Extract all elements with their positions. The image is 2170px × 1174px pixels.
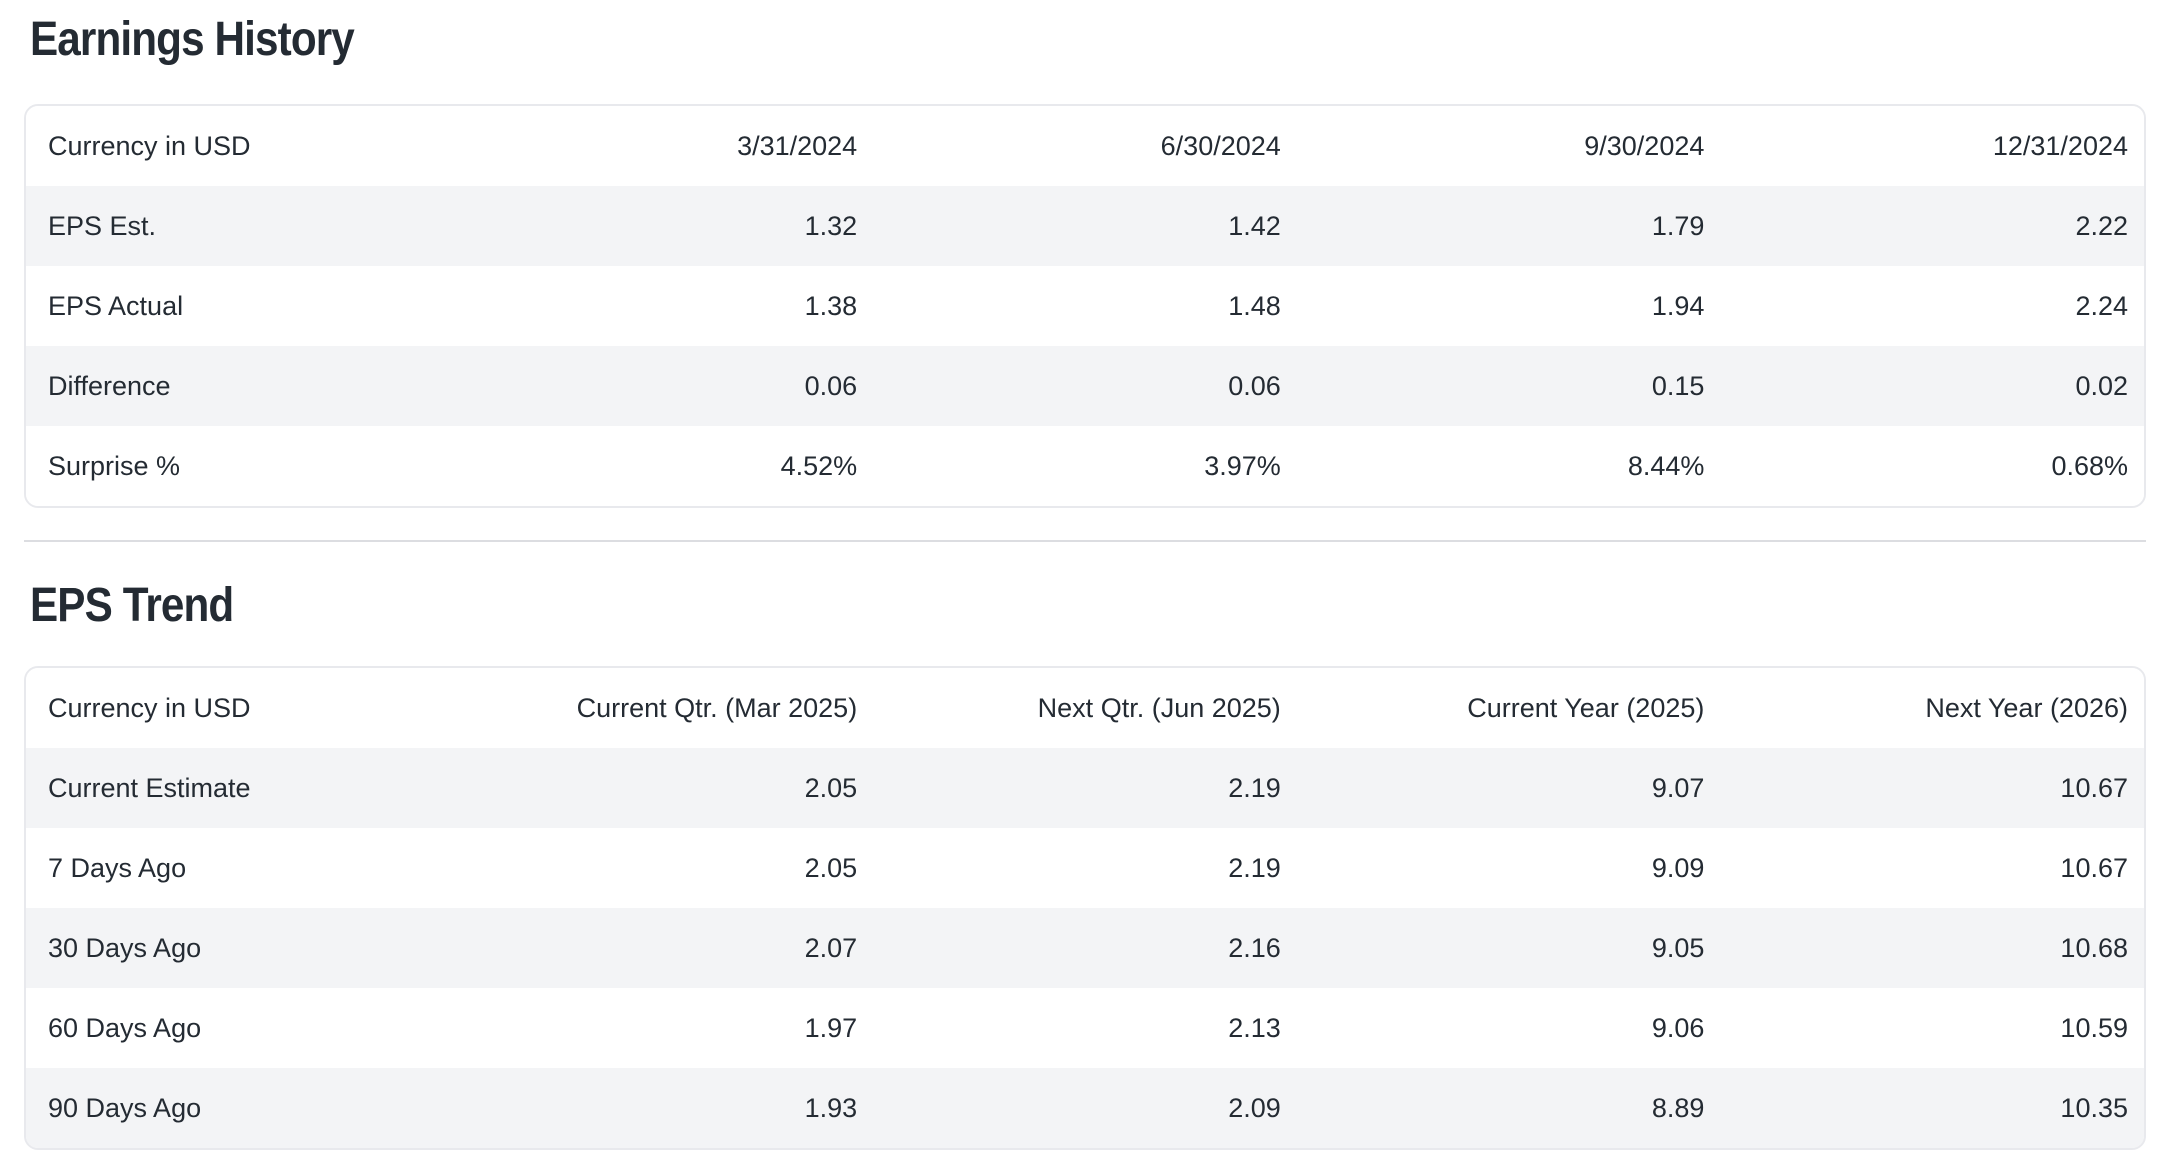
- cell-value: 2.19: [1228, 852, 1281, 883]
- cell-value: 1.42: [1228, 210, 1281, 241]
- cell-value: 1.93: [804, 1092, 858, 1123]
- row-label: Current Estimate: [48, 772, 251, 803]
- cell-value: 0.68%: [2051, 450, 2128, 481]
- cell-value: 3.97%: [1204, 450, 1281, 481]
- cell-value: 2.09: [1228, 1092, 1281, 1123]
- cell-value: 8.44%: [1627, 450, 1705, 481]
- eps-trend-title: EPS Trend: [30, 580, 2146, 632]
- row-label: 60 Days Ago: [48, 1012, 202, 1043]
- cell-value: 9.06: [1651, 1012, 1705, 1043]
- table-row: EPS Est. 1.32 1.42 1.79 2.22: [26, 186, 2144, 266]
- row-label: 30 Days Ago: [48, 932, 202, 963]
- earnings-history-title: Earnings History: [30, 14, 2146, 66]
- cell-value: 9.09: [1651, 852, 1705, 883]
- cell-value: 10.67: [2060, 772, 2128, 803]
- table-row: Difference 0.06 0.06 0.15 0.02: [26, 346, 2144, 426]
- cell-value: 2.16: [1228, 932, 1281, 963]
- column-header-next-year: Next Year (2026): [1925, 692, 2128, 723]
- cell-value: 1.48: [1228, 290, 1281, 321]
- cell-value: 10.35: [2060, 1092, 2128, 1123]
- cell-value: 4.52%: [780, 450, 858, 481]
- table-row: 7 Days Ago 2.05 2.19 9.09 10.67: [26, 828, 2144, 908]
- earnings-history-header: Currency in USD 3/31/2024 6/30/2024 9/30…: [26, 106, 2144, 186]
- column-header-q1: 3/31/2024: [737, 130, 858, 161]
- cell-value: 2.19: [1228, 772, 1281, 803]
- cell-value: 1.79: [1651, 210, 1705, 241]
- table-header-row: Currency in USD Current Qtr. (Mar 2025) …: [26, 668, 2144, 748]
- column-header-current-qtr: Current Qtr. (Mar 2025): [576, 692, 858, 723]
- cell-value: 9.07: [1651, 772, 1705, 803]
- row-label: Surprise %: [48, 450, 181, 481]
- cell-value: 1.97: [804, 1012, 858, 1043]
- column-header-currency: Currency in USD: [48, 130, 251, 161]
- earnings-history-title-text: Earnings History: [30, 13, 355, 66]
- cell-value: 2.13: [1228, 1012, 1281, 1043]
- cell-value: 2.05: [804, 852, 858, 883]
- column-header-q4: 12/31/2024: [1992, 130, 2128, 161]
- cell-value: 1.32: [804, 210, 858, 241]
- cell-value: 1.38: [804, 290, 858, 321]
- section-divider: [24, 540, 2146, 542]
- cell-value: 1.94: [1651, 290, 1705, 321]
- table-row: Surprise % 4.52% 3.97% 8.44% 0.68%: [26, 426, 2144, 506]
- table-row: 60 Days Ago 1.97 2.13 9.06 10.59: [26, 988, 2144, 1068]
- earnings-history-body: EPS Est. 1.32 1.42 1.79 2.22 EPS Actual …: [26, 186, 2144, 506]
- eps-trend-table: Currency in USD Current Qtr. (Mar 2025) …: [26, 668, 2144, 1148]
- cell-value: 0.15: [1651, 370, 1705, 401]
- earnings-history-table: Currency in USD 3/31/2024 6/30/2024 9/30…: [26, 106, 2144, 506]
- table-header-row: Currency in USD 3/31/2024 6/30/2024 9/30…: [26, 106, 2144, 186]
- column-header-currency: Currency in USD: [48, 692, 251, 723]
- column-header-next-qtr: Next Qtr. (Jun 2025): [1037, 692, 1281, 723]
- eps-trend-title-text: EPS Trend: [30, 579, 234, 632]
- cell-value: 0.06: [1228, 370, 1281, 401]
- cell-value: 0.02: [2075, 370, 2128, 401]
- column-header-current-year: Current Year (2025): [1467, 692, 1705, 723]
- cell-value: 9.05: [1651, 932, 1705, 963]
- cell-value: 2.24: [2075, 290, 2128, 321]
- table-row: 30 Days Ago 2.07 2.16 9.05 10.68: [26, 908, 2144, 988]
- eps-trend-body: Current Estimate 2.05 2.19 9.07 10.67 7 …: [26, 748, 2144, 1148]
- cell-value: 0.06: [804, 370, 858, 401]
- table-row: Current Estimate 2.05 2.19 9.07 10.67: [26, 748, 2144, 828]
- row-label: 90 Days Ago: [48, 1092, 202, 1123]
- cell-value: 10.67: [2060, 852, 2128, 883]
- eps-trend-header: Currency in USD Current Qtr. (Mar 2025) …: [26, 668, 2144, 748]
- column-header-q3: 9/30/2024: [1584, 130, 1705, 161]
- earnings-history-card: Currency in USD 3/31/2024 6/30/2024 9/30…: [24, 104, 2146, 508]
- column-header-q2: 6/30/2024: [1160, 130, 1281, 161]
- cell-value: 2.22: [2075, 210, 2128, 241]
- row-label: 7 Days Ago: [48, 852, 187, 883]
- row-label: EPS Actual: [48, 290, 184, 321]
- table-row: EPS Actual 1.38 1.48 1.94 2.24: [26, 266, 2144, 346]
- row-label: Difference: [48, 370, 171, 401]
- cell-value: 2.07: [804, 932, 858, 963]
- row-label: EPS Est.: [48, 210, 157, 241]
- cell-value: 8.89: [1651, 1092, 1705, 1123]
- cell-value: 10.59: [2060, 1012, 2128, 1043]
- cell-value: 10.68: [2060, 932, 2128, 963]
- eps-trend-card: Currency in USD Current Qtr. (Mar 2025) …: [24, 666, 2146, 1150]
- analysis-page: Earnings History Currency in USD 3/31/20…: [0, 14, 2170, 1150]
- table-row: 90 Days Ago 1.93 2.09 8.89 10.35: [26, 1068, 2144, 1148]
- cell-value: 2.05: [804, 772, 858, 803]
